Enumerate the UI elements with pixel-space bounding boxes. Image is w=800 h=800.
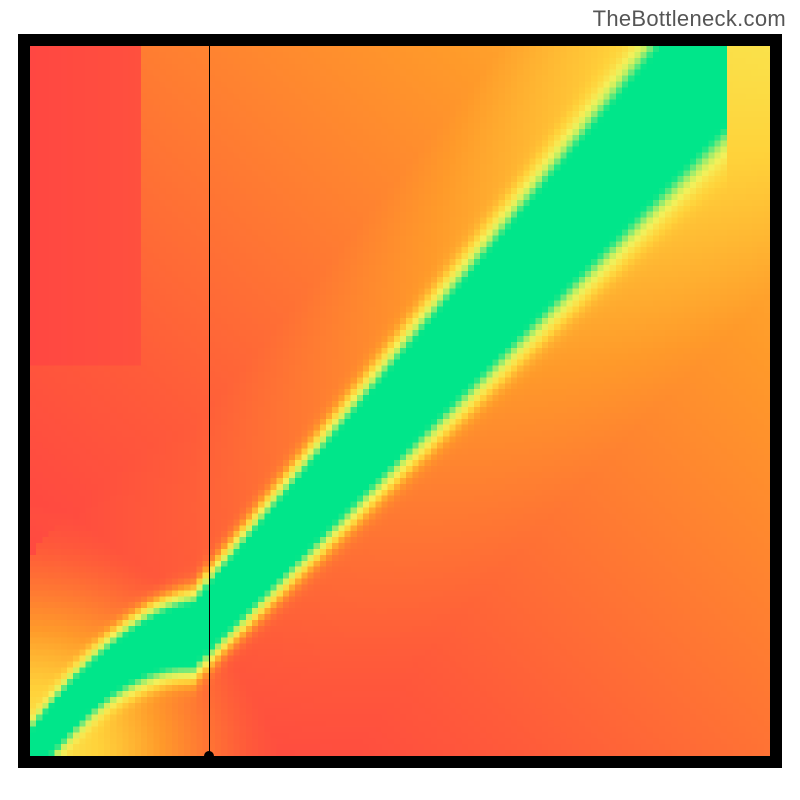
chart-frame <box>18 34 782 768</box>
crosshair-vertical <box>209 46 210 756</box>
bottleneck-heatmap <box>30 46 770 756</box>
chart-container: TheBottleneck.com <box>0 0 800 800</box>
watermark-text: TheBottleneck.com <box>593 6 786 32</box>
marker-dot <box>204 751 214 761</box>
